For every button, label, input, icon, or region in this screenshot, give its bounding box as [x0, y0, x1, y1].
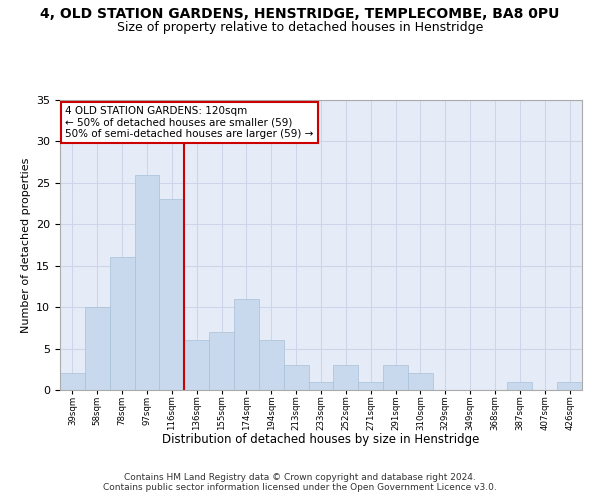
Text: Contains HM Land Registry data © Crown copyright and database right 2024.
Contai: Contains HM Land Registry data © Crown c… [103, 473, 497, 492]
Bar [508, 382, 532, 390]
Text: 4, OLD STATION GARDENS, HENSTRIDGE, TEMPLECOMBE, BA8 0PU: 4, OLD STATION GARDENS, HENSTRIDGE, TEMP… [40, 8, 560, 22]
Bar [110, 258, 134, 390]
Bar [308, 382, 334, 390]
Bar [259, 340, 284, 390]
Y-axis label: Number of detached properties: Number of detached properties [20, 158, 31, 332]
Bar [284, 365, 308, 390]
Bar [134, 174, 160, 390]
Bar [184, 340, 209, 390]
Bar [234, 299, 259, 390]
Bar [160, 200, 184, 390]
Bar [85, 307, 110, 390]
Bar [557, 382, 582, 390]
Bar [408, 374, 433, 390]
Text: Size of property relative to detached houses in Henstridge: Size of property relative to detached ho… [117, 21, 483, 34]
Bar [60, 374, 85, 390]
Text: Distribution of detached houses by size in Henstridge: Distribution of detached houses by size … [163, 432, 479, 446]
Text: 4 OLD STATION GARDENS: 120sqm
← 50% of detached houses are smaller (59)
50% of s: 4 OLD STATION GARDENS: 120sqm ← 50% of d… [65, 106, 314, 139]
Bar [209, 332, 234, 390]
Bar [358, 382, 383, 390]
Bar [334, 365, 358, 390]
Bar [383, 365, 408, 390]
